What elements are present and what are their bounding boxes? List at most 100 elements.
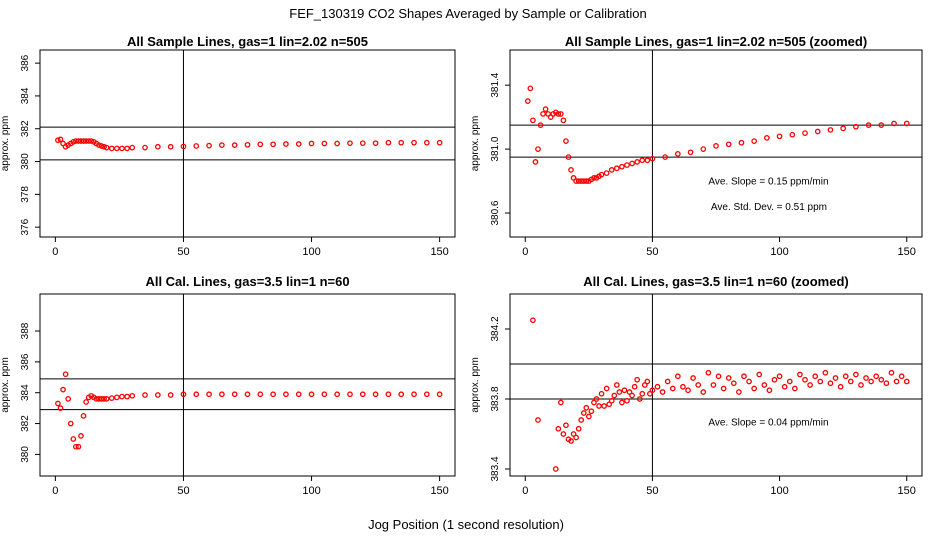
data-point (385, 139, 392, 146)
data-point (535, 417, 541, 423)
data-point (659, 389, 666, 395)
data-point (720, 385, 727, 392)
y-tick-label: 386 (20, 353, 31, 370)
data-point (142, 144, 148, 151)
data-point (791, 385, 798, 392)
data-point (347, 140, 353, 147)
data-point (78, 433, 84, 439)
data-point (868, 378, 874, 385)
x-tick-label: 50 (177, 485, 189, 497)
data-point (593, 396, 600, 402)
data-point (837, 383, 844, 390)
figure-x-axis-label: Jog Position (1 second resolution) (368, 517, 564, 532)
x-tick-label: 150 (430, 485, 448, 497)
data-point (563, 422, 569, 429)
data-point (675, 373, 681, 380)
data-point (619, 399, 625, 406)
data-point (193, 143, 200, 149)
data-point (98, 396, 105, 402)
data-point (578, 178, 585, 184)
data-point (629, 392, 635, 399)
data-point (321, 140, 328, 147)
data-point (888, 369, 895, 376)
data-point (649, 387, 656, 394)
data-point (124, 145, 130, 152)
data-point (527, 85, 534, 92)
data-point (580, 178, 587, 184)
data-point (423, 139, 430, 146)
data-point (840, 125, 847, 132)
data-point (372, 140, 379, 147)
data-point (573, 434, 579, 441)
y-tick-label: 376 (20, 218, 31, 235)
data-point (695, 382, 702, 388)
data-point (878, 376, 885, 383)
annotation: Ave. Slope = 0.15 ppm/min (708, 176, 828, 187)
data-point (863, 375, 869, 381)
data-point (565, 154, 572, 160)
data-point (55, 137, 61, 144)
data-point (359, 140, 366, 147)
data-point (398, 391, 405, 398)
data-point (611, 392, 618, 399)
data-point (626, 389, 633, 395)
data-point (580, 410, 587, 416)
y-tick-label: 384.2 (490, 316, 501, 341)
annotation: Ave. Slope = 0.04 ppm/min (708, 417, 828, 428)
panel-3: All Cal. Lines, gas=3.5 lin=1 n=60 approx… (0, 274, 456, 497)
plot-frame (39, 293, 456, 477)
data-point (598, 171, 605, 178)
data-point (776, 373, 783, 380)
plot-title: All Sample Lines, gas=1 lin=2.02 n=505 (127, 34, 368, 49)
panel-1: All Sample Lines, gas=1 lin=2.02 n=505 ap… (0, 34, 456, 258)
data-point (83, 138, 89, 144)
data-point (631, 383, 638, 390)
data-point (119, 393, 125, 400)
data-point (746, 378, 752, 385)
data-point (903, 120, 910, 127)
y-axis-label: approx. ppm (470, 116, 481, 172)
data-point (786, 378, 793, 385)
data-point (321, 391, 328, 398)
data-point (257, 391, 264, 398)
plot-title: All Cal. Lines, gas=3.5 lin=1 n=60 (zoom… (583, 274, 849, 289)
data-point (436, 139, 443, 146)
data-point (624, 162, 630, 168)
data-point (540, 111, 546, 117)
data-point (75, 138, 82, 144)
y-tick-label: 388 (20, 322, 31, 339)
data-point (560, 431, 567, 437)
data-point (70, 139, 77, 145)
data-point (154, 392, 161, 398)
data-point (524, 98, 531, 104)
data-point (124, 393, 130, 400)
data-point (588, 408, 595, 415)
data-point (78, 138, 84, 144)
data-point (60, 386, 66, 393)
data-point (244, 141, 251, 148)
data-point (865, 122, 872, 128)
plot-frame (39, 49, 456, 238)
data-point (80, 138, 87, 144)
data-point (65, 396, 72, 402)
data-point (80, 412, 87, 419)
data-point (725, 375, 732, 381)
data-point (436, 391, 443, 398)
data-point (687, 149, 694, 156)
data-point (57, 405, 64, 411)
data-point (842, 373, 849, 380)
panel-2: All Sample Lines, gas=1 lin=2.02 n=505 (… (470, 34, 923, 258)
data-point (308, 140, 315, 147)
data-point (781, 383, 788, 390)
x-tick-label: 50 (646, 485, 658, 497)
data-point (555, 111, 562, 117)
data-point (606, 401, 613, 408)
data-point (537, 122, 544, 128)
data-point (873, 373, 880, 380)
data-point (634, 159, 641, 165)
data-point (649, 155, 656, 162)
data-point (542, 106, 549, 112)
data-point (639, 157, 646, 164)
data-point (103, 144, 110, 151)
y-tick-label: 383.4 (490, 456, 501, 481)
